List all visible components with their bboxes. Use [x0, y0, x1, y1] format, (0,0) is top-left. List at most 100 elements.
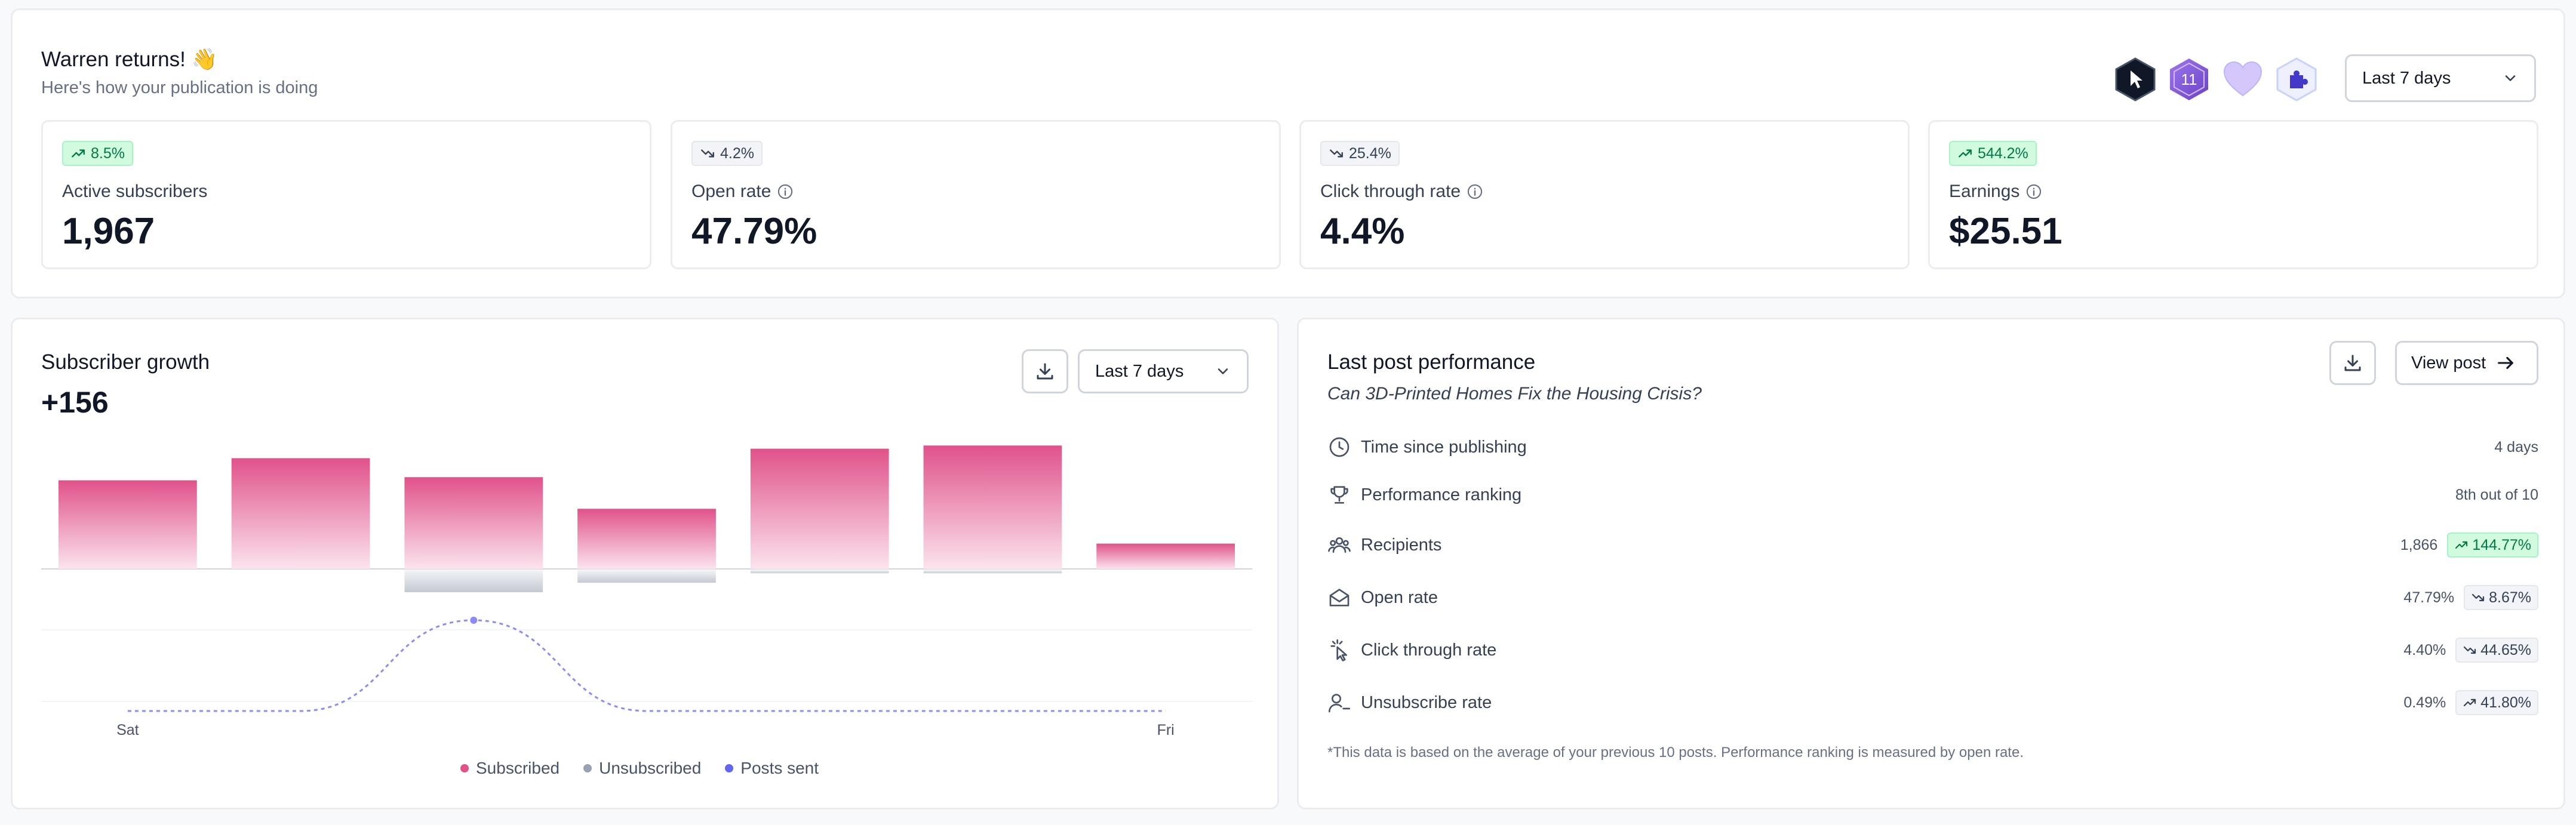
legend-dot: [583, 764, 592, 772]
metric-trend-badge: 44.65%: [2455, 638, 2538, 663]
subscribed-bar[interactable]: [231, 458, 370, 570]
view-post-label: View post: [2411, 353, 2486, 373]
info-icon[interactable]: [1467, 183, 1483, 200]
chevron-down-icon: [2505, 75, 2516, 81]
arrow-right-icon: [2498, 356, 2514, 370]
growth-title: Subscriber growth: [41, 350, 210, 374]
metric-label: Time since publishing: [1361, 437, 1527, 457]
download-icon: [2344, 355, 2361, 371]
performance-footnote: *This data is based on the average of yo…: [1327, 744, 2024, 761]
unsubscribed-bar[interactable]: [577, 570, 716, 583]
trend-up-icon: [2455, 541, 2468, 549]
overview-panel: Warren returns! 👋 Here's how your public…: [11, 8, 2565, 298]
stat-label: Earnings: [1949, 181, 2042, 202]
stat-card-open-rate: 4.2% Open rate 47.79%: [671, 120, 1281, 269]
users-icon: [1328, 537, 1351, 553]
stat-card-earnings: 544.2% Earnings $25.51: [1928, 120, 2538, 269]
trend-down-icon: [2472, 593, 2485, 602]
legend-posts-sent[interactable]: Posts sent: [725, 759, 819, 778]
trend-up-icon: [2464, 698, 2476, 707]
badge-number: 11: [2181, 70, 2197, 88]
metric-row-performance-ranking: Performance ranking 8th out of 10: [1327, 477, 2538, 513]
user-minus-icon: [1328, 694, 1350, 713]
metric-row-click-through-rate: Click through rate 4.40% 44.65%: [1327, 632, 2538, 668]
cursor-badge-icon[interactable]: [2114, 57, 2156, 101]
metric-value: 1,866: [2400, 536, 2438, 553]
stat-label: Click through rate: [1320, 181, 1483, 202]
stat-label: Open rate: [691, 181, 794, 202]
metric-trend-badge: 144.77%: [2447, 532, 2538, 558]
metric-label: Click through rate: [1361, 640, 1497, 660]
last-post-performance-panel: Last post performance Can 3D-Printed Hom…: [1297, 318, 2565, 809]
trend-badge: 544.2%: [1949, 141, 2037, 166]
metric-row-unsubscribe-rate: Unsubscribe rate 0.49% 41.80%: [1327, 685, 2538, 721]
unsubscribed-bar[interactable]: [404, 570, 543, 593]
stat-value: $25.51: [1949, 211, 2062, 252]
stat-label-text: Open rate: [691, 181, 771, 201]
trend-up-icon: [1959, 149, 1972, 158]
subscribed-bar[interactable]: [404, 477, 543, 569]
legend-dot: [725, 764, 734, 772]
heart-badge-icon[interactable]: [2222, 57, 2264, 101]
stat-value: 47.79%: [691, 211, 817, 252]
legend-label: Subscribed: [476, 759, 560, 777]
metric-value: 8th out of 10: [2455, 486, 2538, 503]
performance-download-button[interactable]: [2329, 341, 2376, 385]
growth-download-button[interactable]: [1022, 349, 1068, 393]
unsubscribed-bar[interactable]: [750, 570, 889, 574]
download-icon: [1037, 363, 1053, 380]
metric-row-time-since-publishing: Time since publishing 4 days: [1327, 429, 2538, 465]
metric-row-recipients: Recipients 1,866 144.77%: [1327, 527, 2538, 563]
metric-trend-value: 144.77%: [2472, 536, 2531, 553]
overview-range-label: Last 7 days: [2362, 68, 2451, 88]
legend-label: Posts sent: [740, 759, 819, 777]
overview-range-select[interactable]: Last 7 days: [2345, 54, 2536, 102]
trend-down-icon: [2464, 646, 2476, 654]
metric-value: 0.49%: [2403, 694, 2446, 711]
growth-range-label: Last 7 days: [1095, 361, 1184, 381]
subscribed-bar[interactable]: [577, 509, 716, 569]
trend-value: 25.4%: [1349, 144, 1391, 162]
stat-label: Active subscribers: [62, 181, 207, 202]
metric-value: 47.79%: [2403, 589, 2455, 606]
growth-range-select[interactable]: Last 7 days: [1078, 349, 1249, 393]
info-icon[interactable]: [2025, 183, 2042, 200]
trend-down-icon: [1330, 149, 1343, 158]
x-tick-label: Fri: [1157, 722, 1175, 738]
chart-legend: Subscribed Unsubscribed Posts sent: [460, 759, 819, 778]
unsubscribed-bar[interactable]: [923, 570, 1062, 574]
post-title[interactable]: Can 3D-Printed Homes Fix the Housing Cri…: [1327, 384, 1702, 404]
trend-value: 4.2%: [720, 144, 754, 162]
subscriber-growth-panel: Sat Fri Subscriber growth +156 Last 7 day…: [11, 318, 1279, 809]
envelope-open-icon: [1329, 589, 1350, 607]
metric-value: 4 days: [2494, 438, 2538, 455]
posts-sent-line: [127, 619, 1166, 712]
trophy-icon: [1330, 486, 1348, 504]
trend-down-icon: [701, 149, 714, 158]
metric-trend-value: 8.67%: [2489, 589, 2531, 606]
metric-trend-value: 41.80%: [2480, 694, 2531, 711]
subscribed-bar[interactable]: [923, 445, 1062, 569]
puzzle-badge-icon[interactable]: [2276, 57, 2317, 101]
greeting-title: Warren returns! 👋: [41, 48, 218, 71]
view-post-button[interactable]: View post: [2395, 341, 2538, 385]
trend-badge: 4.2%: [691, 141, 763, 166]
subscribed-bar[interactable]: [750, 448, 889, 569]
posts-sent-point[interactable]: [470, 617, 478, 624]
stat-label-text: Earnings: [1949, 181, 2020, 201]
metric-trend-badge: 41.80%: [2455, 690, 2538, 715]
legend-dot: [460, 764, 469, 772]
achievement-badges: 11: [2114, 56, 2317, 103]
legend-unsubscribed[interactable]: Unsubscribed: [583, 759, 701, 778]
subscribed-bar[interactable]: [1096, 543, 1235, 569]
eleven-badge-icon[interactable]: 11: [2168, 57, 2210, 101]
subscribed-bar[interactable]: [58, 480, 197, 569]
performance-title: Last post performance: [1327, 350, 1536, 374]
stat-card-active-subscribers: 8.5% Active subscribers 1,967: [41, 120, 651, 269]
subscriber-growth-chart: Sat Fri: [41, 445, 1252, 738]
stat-card-click-through-rate: 25.4% Click through rate 4.4%: [1299, 120, 1910, 269]
stat-label-text: Click through rate: [1320, 181, 1461, 201]
info-icon[interactable]: [777, 183, 794, 200]
legend-label: Unsubscribed: [599, 759, 702, 777]
legend-subscribed[interactable]: Subscribed: [460, 759, 560, 778]
